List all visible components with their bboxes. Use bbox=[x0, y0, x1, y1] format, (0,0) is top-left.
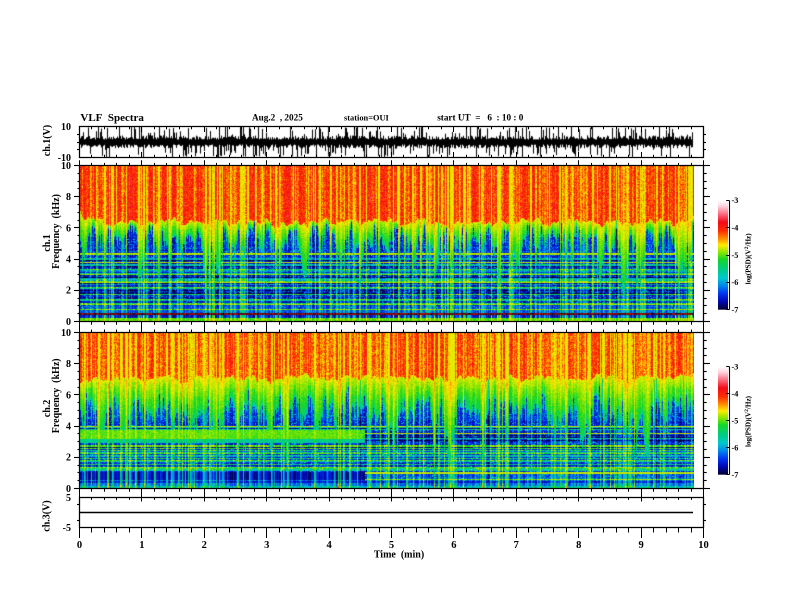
svg-text:VLF Spectra: VLF Spectra bbox=[80, 112, 144, 124]
svg-text:10: 10 bbox=[61, 122, 71, 133]
svg-text:0: 0 bbox=[66, 317, 71, 328]
svg-text:4: 4 bbox=[326, 540, 332, 551]
svg-text:-10: -10 bbox=[58, 153, 71, 164]
svg-text:-5: -5 bbox=[63, 523, 71, 534]
svg-text:4: 4 bbox=[66, 255, 71, 266]
svg-text:5: 5 bbox=[66, 493, 71, 504]
svg-text:4: 4 bbox=[66, 422, 71, 433]
svg-text:2: 2 bbox=[202, 540, 207, 551]
svg-text:-6: -6 bbox=[732, 443, 739, 452]
svg-text:-5: -5 bbox=[732, 251, 739, 260]
svg-text:ch.3(V): ch.3(V) bbox=[42, 500, 53, 531]
svg-text:log(PSD)(V2/Hz): log(PSD)(V2/Hz) bbox=[744, 395, 753, 447]
svg-text:-7: -7 bbox=[732, 306, 739, 315]
svg-text:ch.1: ch.1 bbox=[42, 234, 53, 252]
svg-text:6: 6 bbox=[66, 223, 71, 234]
svg-text:-6: -6 bbox=[732, 278, 739, 287]
svg-text:0: 0 bbox=[77, 540, 82, 551]
svg-text:9: 9 bbox=[638, 540, 643, 551]
svg-text:3: 3 bbox=[264, 540, 269, 551]
svg-text:start UT = 6 : 10 : 0: start UT = 6 : 10 : 0 bbox=[437, 112, 524, 122]
svg-text:0: 0 bbox=[66, 484, 71, 495]
svg-text:Frequency (kHz): Frequency (kHz) bbox=[51, 194, 62, 269]
svg-text:-4: -4 bbox=[732, 389, 739, 398]
svg-text:-5: -5 bbox=[732, 416, 739, 425]
svg-text:-3: -3 bbox=[732, 196, 739, 205]
svg-text:6: 6 bbox=[451, 540, 456, 551]
svg-text:10: 10 bbox=[61, 328, 71, 339]
svg-text:7: 7 bbox=[514, 540, 519, 551]
svg-text:8: 8 bbox=[576, 540, 581, 551]
svg-text:station=OUI: station=OUI bbox=[344, 113, 389, 122]
svg-text:Frequency (kHz): Frequency (kHz) bbox=[51, 358, 62, 433]
svg-text:-4: -4 bbox=[732, 224, 739, 233]
svg-text:Time (min): Time (min) bbox=[374, 550, 424, 561]
svg-text:2: 2 bbox=[66, 286, 71, 297]
svg-text:-7: -7 bbox=[732, 471, 739, 480]
svg-text:ch.1(V): ch.1(V) bbox=[42, 125, 53, 156]
svg-text:10: 10 bbox=[61, 161, 71, 172]
svg-text:-3: -3 bbox=[732, 362, 739, 371]
svg-text:1: 1 bbox=[139, 540, 144, 551]
svg-text:8: 8 bbox=[66, 192, 71, 203]
svg-text:2: 2 bbox=[66, 453, 71, 464]
svg-text:8: 8 bbox=[66, 359, 71, 370]
svg-text:log(PSD)(V2/Hz): log(PSD)(V2/Hz) bbox=[744, 233, 753, 285]
svg-text:Aug.2 , 2025: Aug.2 , 2025 bbox=[252, 112, 303, 122]
svg-text:ch.2: ch.2 bbox=[42, 400, 53, 418]
svg-text:5: 5 bbox=[389, 540, 394, 551]
svg-text:10: 10 bbox=[698, 540, 709, 551]
svg-text:6: 6 bbox=[66, 390, 71, 401]
